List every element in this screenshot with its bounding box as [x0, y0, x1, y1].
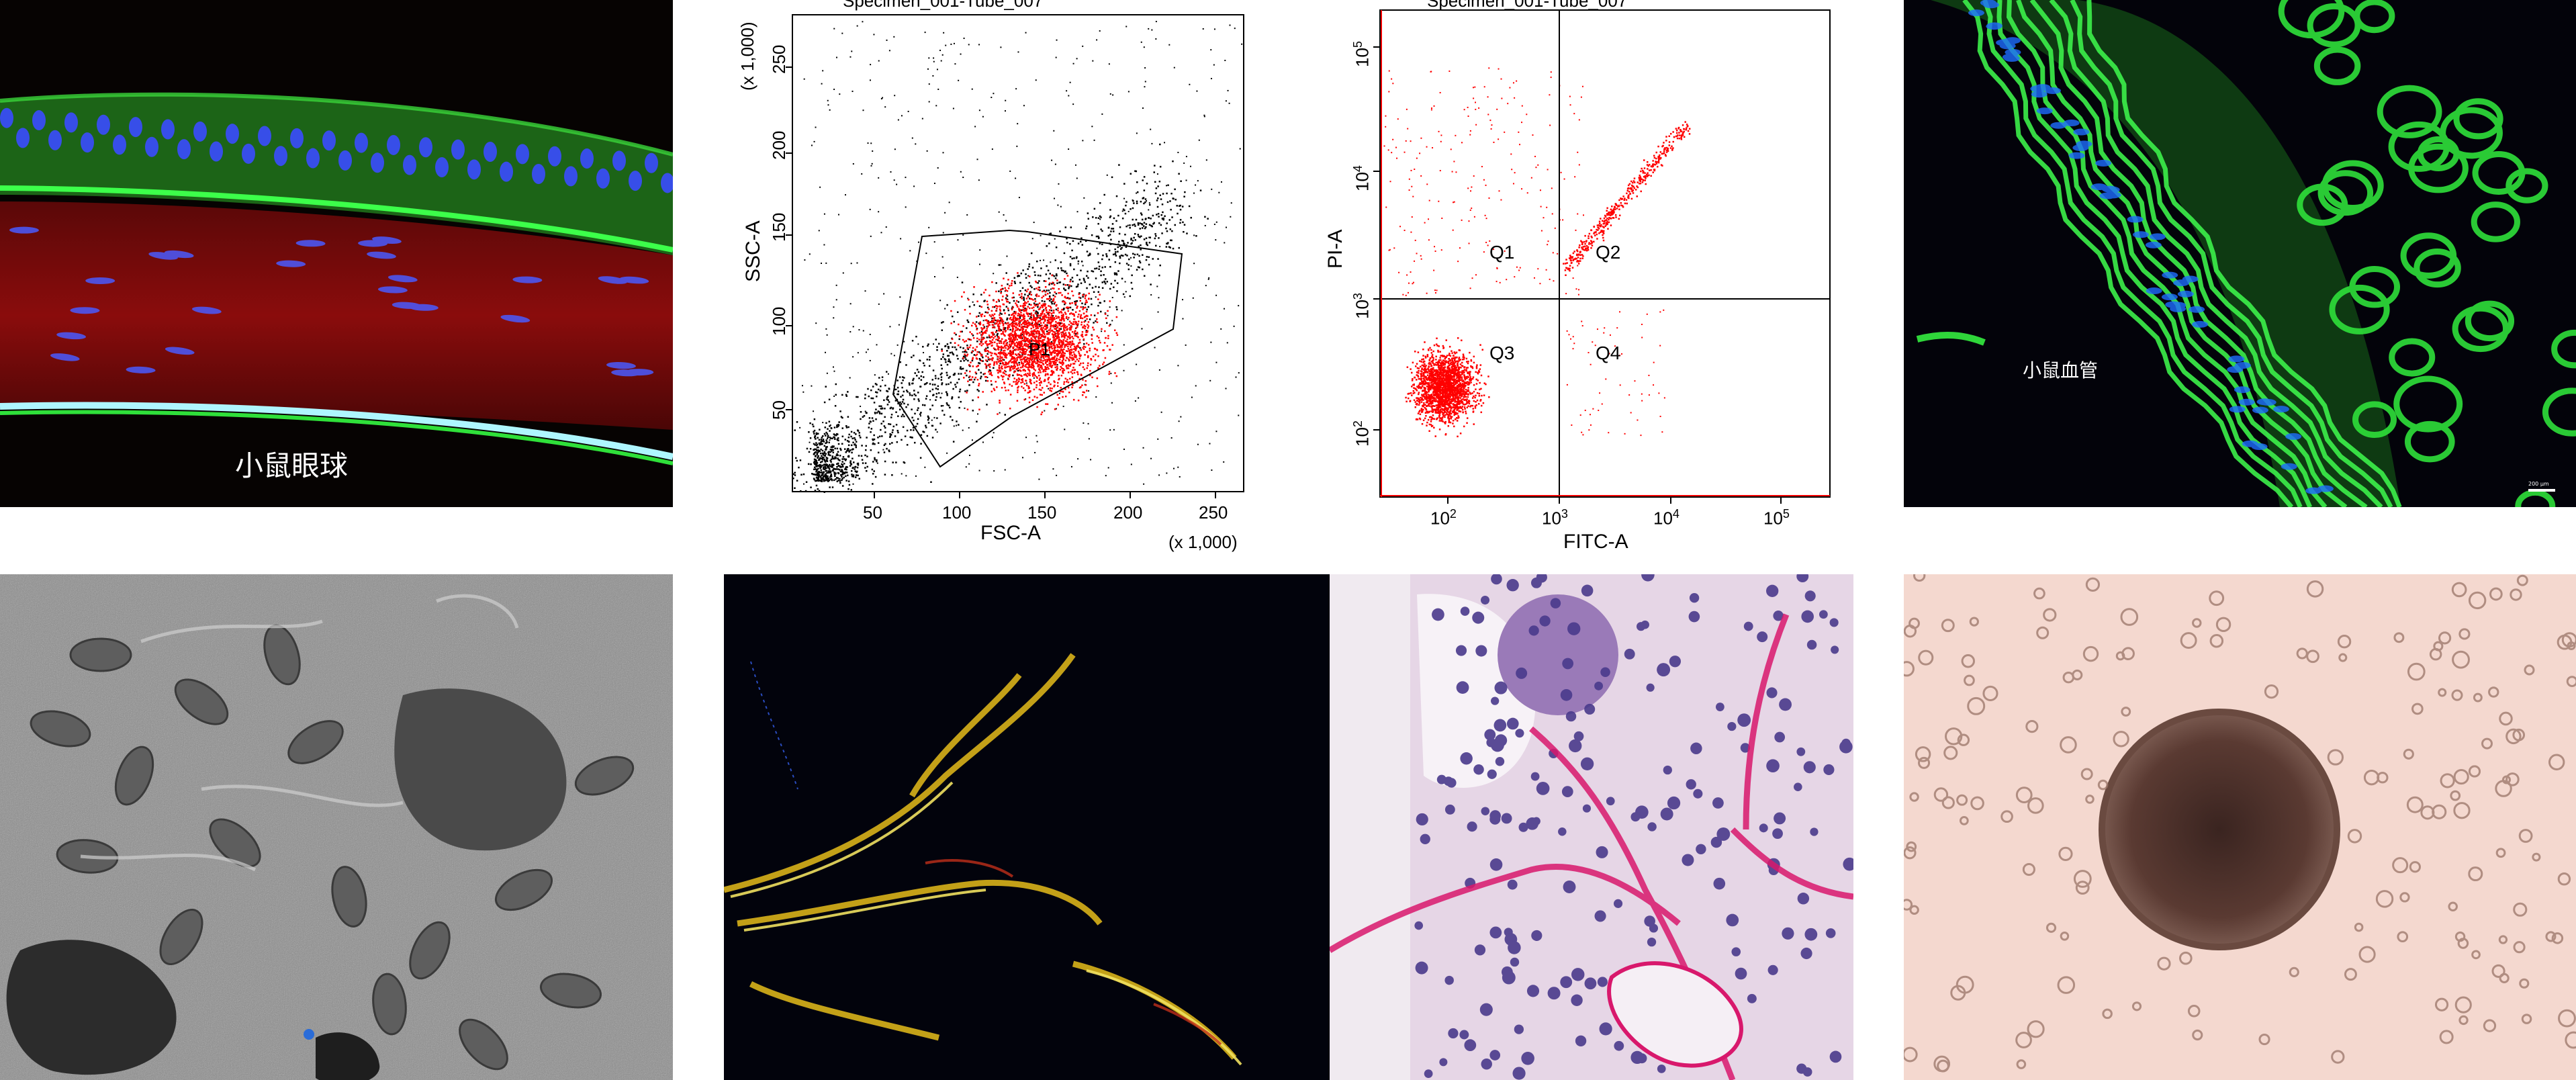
quadrant-q4: Q4: [1596, 343, 1621, 363]
mouse-eye-fluorescence-image: 小鼠眼球: [0, 0, 673, 507]
x-axis-label-fitc: FITC-A: [1563, 531, 1628, 553]
x-tick-100: 100: [942, 502, 972, 523]
mouse-vessel-fluorescence-image: 小鼠血管 200 µm: [1904, 0, 2576, 507]
x-log-tick-4: 104: [1653, 507, 1680, 529]
y-log-tick-5: 105: [1351, 41, 1373, 67]
x-tick-250: 250: [1199, 502, 1228, 523]
gate-p1-label: P1: [1029, 339, 1050, 359]
y-tick-150: 150: [769, 212, 789, 242]
x-tick-150: 150: [1027, 502, 1057, 523]
plot1-frame: [792, 14, 1244, 492]
spheroid: [2099, 709, 2340, 950]
pas-stained-kidney-histology-image: [1330, 574, 1853, 1080]
y-tick-250: 250: [769, 44, 789, 74]
vessel-caption: 小鼠血管: [2023, 359, 2099, 381]
x-log-tick-2: 102: [1430, 507, 1457, 529]
y-tick-200: 200: [769, 130, 789, 160]
y-axis-label: SSC-A: [742, 220, 764, 282]
y-tick-100: 100: [769, 306, 789, 336]
y-tick-50: 50: [769, 400, 789, 420]
cell-spheroid-brightfield-image: [1904, 574, 2576, 1080]
quadrant-q2: Q2: [1596, 242, 1621, 263]
plot2-title: Specimen_001-Tube_007: [1427, 0, 1628, 11]
y-multiplier: (x 1,000): [737, 21, 757, 91]
flow-cytometry-scatter-fsc-ssc: Specimen_001-Tube_007 P1 (x 1,000) SSC-A…: [725, 0, 1261, 561]
x-axis-label: FSC-A: [980, 522, 1041, 544]
y-axis-label-pi: PI-A: [1324, 229, 1346, 269]
flow-cytometry-scatter-fitc-pi: Specimen_001-Tube_007 Q1 Q2 Q3 Q4 PI-A F…: [1309, 0, 1853, 561]
plot1-title: Specimen_001-Tube_007: [843, 0, 1044, 11]
quadrant-q1: Q1: [1489, 242, 1515, 263]
electron-micrograph-image: [0, 574, 673, 1080]
y-log-tick-4: 104: [1351, 165, 1373, 191]
scale-bar: [2528, 489, 2555, 492]
eye-caption: 小鼠眼球: [235, 449, 349, 482]
polarized-collagen-image: [724, 574, 1330, 1080]
plot2-frame: [1379, 9, 1831, 498]
quadrant-q3: Q3: [1489, 343, 1515, 363]
x-multiplier: (x 1,000): [1168, 532, 1238, 552]
x-log-tick-3: 103: [1542, 507, 1568, 529]
x-tick-200: 200: [1113, 502, 1143, 523]
y-log-tick-2: 102: [1351, 420, 1373, 447]
scale-bar-label: 200 µm: [2528, 481, 2549, 487]
x-log-tick-5: 105: [1763, 507, 1790, 529]
y-log-tick-3: 103: [1351, 293, 1373, 319]
gate-p1-polygon: [892, 229, 1183, 468]
x-tick-50: 50: [863, 502, 882, 523]
